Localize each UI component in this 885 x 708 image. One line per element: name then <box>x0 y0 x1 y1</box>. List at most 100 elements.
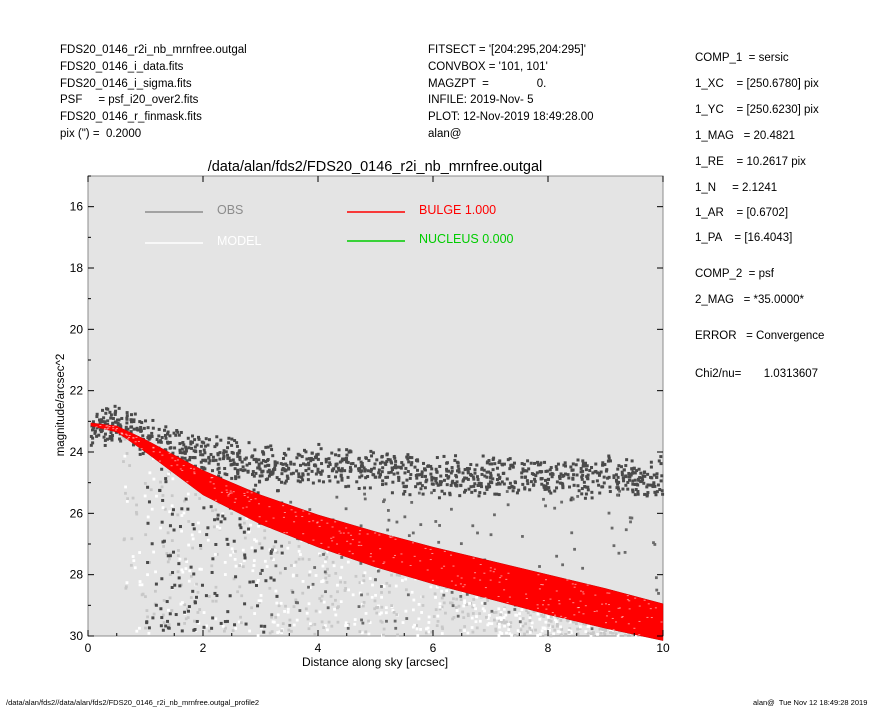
obs-point <box>621 487 625 491</box>
obs-point <box>216 452 220 456</box>
obs-point <box>451 604 455 608</box>
model-point <box>144 626 147 630</box>
obs-point <box>129 418 133 422</box>
bulge-point <box>643 599 646 601</box>
obs-point <box>114 430 118 434</box>
obs-point <box>175 429 179 433</box>
model-point <box>126 497 130 501</box>
model-point <box>197 521 200 525</box>
bulge-point <box>193 468 196 470</box>
model-point <box>322 600 326 604</box>
model-point <box>504 613 508 617</box>
obs-point <box>410 456 414 460</box>
obs-point <box>544 504 547 508</box>
obs-point <box>241 469 245 473</box>
model-point <box>284 604 287 608</box>
obs-point <box>544 478 548 482</box>
model-point <box>364 630 368 634</box>
obs-point <box>251 470 255 474</box>
model-point <box>474 607 477 611</box>
obs-point <box>416 482 420 486</box>
obs-point <box>271 454 275 458</box>
model-point <box>503 607 506 611</box>
bulge-point <box>189 467 192 469</box>
obs-point <box>136 428 140 432</box>
obs-point <box>129 413 133 417</box>
obs-point <box>171 508 175 512</box>
obs-point <box>114 420 118 424</box>
obs-point <box>301 478 305 482</box>
bulge-point <box>107 427 110 429</box>
model-point <box>146 573 149 577</box>
obs-point <box>420 470 424 474</box>
obs-point <box>194 450 198 454</box>
obs-point <box>423 467 427 471</box>
obs-point <box>120 416 124 420</box>
model-point <box>148 471 152 475</box>
obs-point <box>195 595 199 599</box>
obs-point <box>322 553 325 556</box>
obs-point <box>439 474 443 478</box>
obs-point <box>358 475 362 479</box>
model-point <box>196 590 200 594</box>
model-point <box>230 512 234 516</box>
model-point <box>179 602 183 606</box>
model-point <box>299 553 302 556</box>
model-point <box>132 559 136 563</box>
model-point <box>438 602 442 606</box>
obs-point <box>569 498 573 502</box>
obs-point <box>655 490 659 494</box>
obs-point <box>532 472 536 476</box>
obs-point <box>93 431 97 435</box>
obs-point <box>381 479 385 483</box>
model-point <box>218 526 222 530</box>
bulge-point <box>654 607 657 609</box>
model-point <box>507 622 511 626</box>
model-point <box>510 633 513 637</box>
obs-point <box>445 461 449 465</box>
obs-point <box>157 440 161 444</box>
obs-point <box>635 469 639 473</box>
obs-point <box>536 463 540 467</box>
bulge-point <box>605 603 608 605</box>
obs-point <box>533 461 537 465</box>
model-point <box>503 621 506 625</box>
bulge-point <box>555 590 558 592</box>
model-point <box>427 630 431 634</box>
bulge-point <box>549 598 552 600</box>
model-point <box>609 628 612 632</box>
obs-point <box>146 436 150 440</box>
obs-point <box>159 440 163 444</box>
model-point <box>216 525 219 529</box>
obs-point <box>645 493 649 497</box>
obs-point <box>346 475 350 479</box>
bulge-point <box>497 596 500 598</box>
obs-point <box>251 472 255 476</box>
obs-point <box>390 466 394 470</box>
bulge-point <box>242 507 245 509</box>
obs-point <box>304 463 308 467</box>
model-point <box>128 464 132 467</box>
model-point <box>502 616 506 619</box>
model-point <box>387 590 391 594</box>
obs-point <box>602 481 606 485</box>
obs-point <box>346 626 350 630</box>
bulge-point <box>499 577 502 579</box>
obs-point <box>570 531 574 535</box>
obs-point <box>453 458 457 462</box>
obs-point <box>213 445 217 449</box>
obs-point <box>238 455 242 459</box>
obs-point <box>225 619 229 623</box>
bulge-point <box>525 593 528 595</box>
model-point <box>253 538 257 542</box>
obs-point <box>178 584 182 588</box>
obs-point <box>236 452 240 456</box>
obs-point <box>545 481 549 485</box>
obs-point <box>340 476 344 480</box>
model-point <box>358 591 362 595</box>
obs-point <box>580 475 584 479</box>
obs-point <box>257 462 261 466</box>
obs-point <box>295 469 299 473</box>
model-point <box>463 629 466 632</box>
obs-point <box>339 473 343 477</box>
